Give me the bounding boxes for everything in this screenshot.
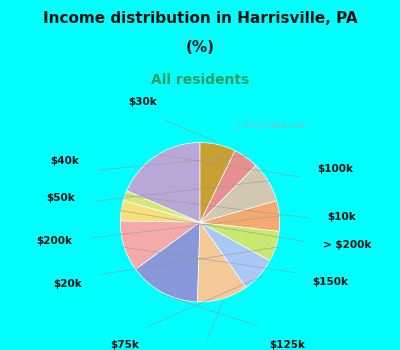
Wedge shape [120,221,200,269]
Wedge shape [200,222,279,261]
Text: $50k: $50k [46,193,75,203]
Wedge shape [200,142,235,222]
Wedge shape [127,142,200,222]
Text: $100k: $100k [318,164,354,174]
Text: $10k: $10k [328,212,356,222]
Text: $20k: $20k [54,279,82,288]
Text: $40k: $40k [50,156,80,166]
Text: $200k: $200k [36,236,72,246]
Text: $30k: $30k [128,97,157,107]
Text: $125k: $125k [270,340,306,350]
Text: $75k: $75k [110,340,139,350]
Text: Income distribution in Harrisville, PA: Income distribution in Harrisville, PA [43,12,357,26]
Text: All residents: All residents [151,74,249,87]
Wedge shape [200,222,270,287]
Wedge shape [200,150,256,222]
Wedge shape [123,191,200,222]
Wedge shape [200,201,280,231]
Text: ⓘ City-Data.com: ⓘ City-Data.com [235,121,308,130]
Wedge shape [136,222,200,302]
Wedge shape [120,201,200,222]
Wedge shape [198,222,246,302]
Text: $150k: $150k [312,276,348,287]
Text: > $200k: > $200k [323,240,371,250]
Text: (%): (%) [186,40,214,55]
Wedge shape [200,166,277,222]
